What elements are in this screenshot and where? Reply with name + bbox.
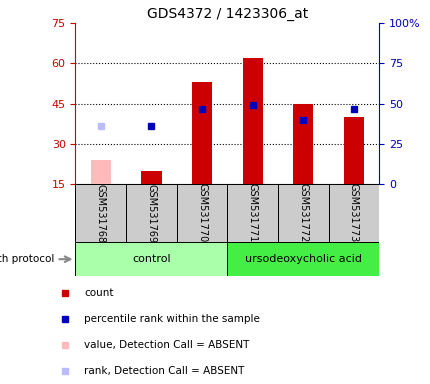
Text: ursodeoxycholic acid: ursodeoxycholic acid [244, 254, 361, 264]
Bar [126, 184, 176, 242]
Text: count: count [84, 288, 113, 298]
Text: rank, Detection Call = ABSENT: rank, Detection Call = ABSENT [84, 366, 244, 376]
Bar [242, 58, 262, 184]
Bar [75, 242, 227, 276]
Bar [292, 104, 313, 184]
Title: GDS4372 / 1423306_at: GDS4372 / 1423306_at [146, 7, 307, 21]
Text: control: control [132, 254, 170, 264]
Bar [277, 184, 328, 242]
Bar [343, 117, 363, 184]
Text: GSM531768: GSM531768 [95, 184, 105, 243]
Bar [328, 184, 378, 242]
Bar [90, 160, 111, 184]
Bar [191, 82, 212, 184]
Bar [141, 171, 161, 184]
Text: GSM531770: GSM531770 [197, 184, 206, 243]
Text: GSM531771: GSM531771 [247, 184, 257, 243]
Text: GSM531772: GSM531772 [298, 184, 307, 243]
Text: GSM531773: GSM531773 [348, 184, 358, 243]
Text: value, Detection Call = ABSENT: value, Detection Call = ABSENT [84, 340, 249, 350]
Bar [227, 242, 378, 276]
Text: growth protocol: growth protocol [0, 254, 54, 264]
Text: percentile rank within the sample: percentile rank within the sample [84, 314, 259, 324]
Bar [75, 184, 126, 242]
Bar [176, 184, 227, 242]
Text: GSM531769: GSM531769 [146, 184, 156, 243]
Bar [227, 184, 277, 242]
